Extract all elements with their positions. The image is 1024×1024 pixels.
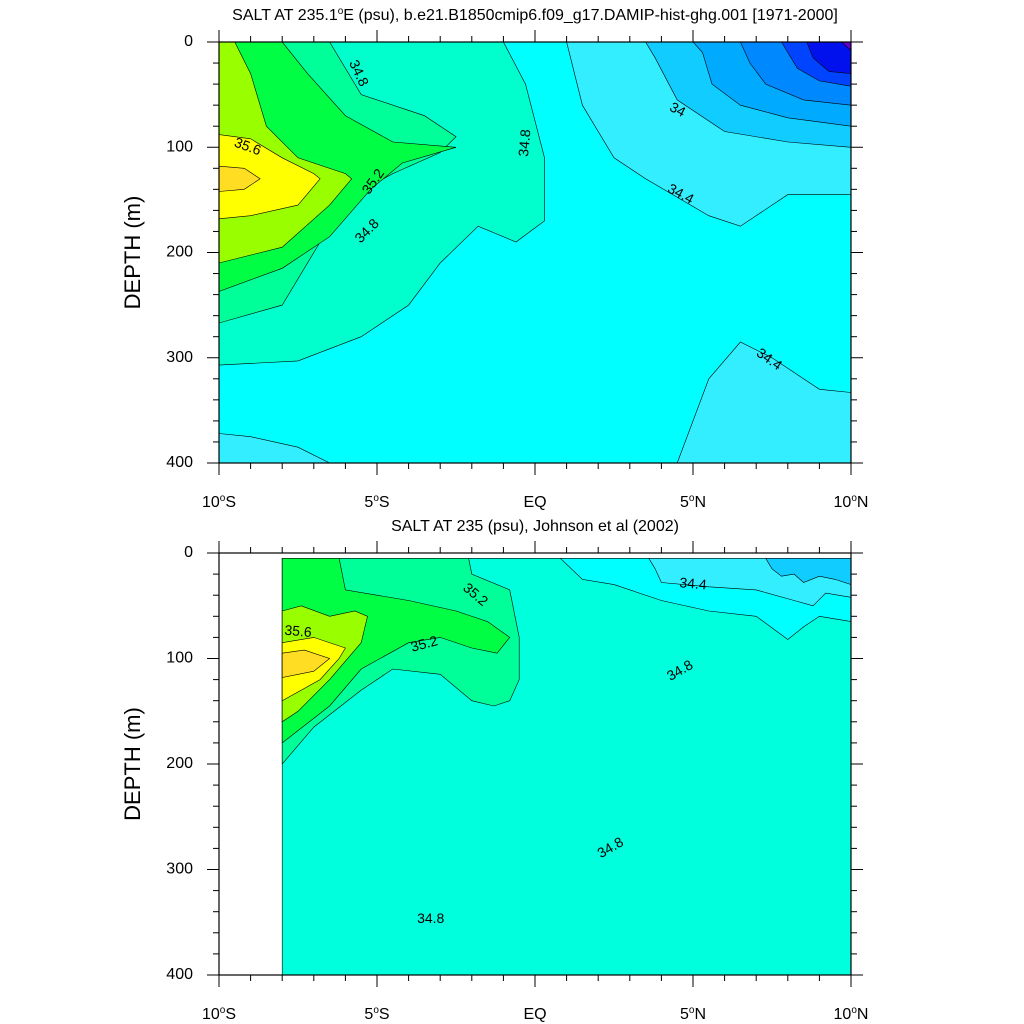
y-tick-label: 400 [166,454,193,471]
chart-title: SALT AT 235.1oE (psu), b.e21.B1850cmip6.… [232,6,838,24]
text-part: 5 [364,494,373,511]
contour-label: 34.8 [417,910,444,926]
x-tick-label: 10oN [834,1005,869,1023]
y-tick-label: 400 [166,966,193,983]
degree-superscript: o [689,493,695,504]
contour-label: 35.6 [284,622,313,640]
x-tick-label: EQ [523,494,546,511]
y-tick-label: 200 [166,755,193,772]
y-tick-label: 300 [166,861,193,878]
axis-ticks [207,541,863,987]
contour-region-33-4 [806,42,851,74]
contour-fills [219,42,851,463]
text-part: 10 [202,1006,220,1023]
text-part: 10 [202,494,220,511]
y-tick-label: 300 [166,349,193,366]
contour-label: 35.2 [409,632,440,655]
x-tick-label: 5oS [364,1005,389,1023]
degree-superscript: o [851,1005,857,1016]
y-axis-label: DEPTH (m) [120,196,145,310]
text-part: SALT AT 235 (psu), Johnson et al (2002) [391,518,679,535]
lower-panel: 35.2 34.435.635.234.834.834.8010020030040… [120,518,868,1023]
axis-ticks [207,30,863,475]
text-part: EQ [523,1006,546,1023]
contour-region-35-8 [219,165,261,192]
contour-region-35-2 [281,557,511,744]
contour-region-34-4 [219,433,330,463]
degree-superscript: o [689,1005,695,1016]
upper-panel: 34.835.635.234.834.83434.434.40100200300… [120,6,868,511]
text-part: 5 [680,1006,689,1023]
text-part: N [694,494,706,511]
text-part: N [694,1006,706,1023]
text-part: N [857,494,869,511]
y-tick-label: 200 [166,244,193,261]
x-tick-label: 5oS [364,493,389,511]
degree-superscript: o [220,493,226,504]
degree-superscript: o [338,6,344,17]
x-tick-label: 10oN [834,493,869,511]
text-part: E (psu), b.e21.B1850cmip6.f09_g17.DAMIP-… [343,7,838,24]
contour-region-33-2 [841,42,851,51]
contour-region-35-6 [219,134,321,220]
text-part: 10 [834,1006,852,1023]
text-part: S [379,494,390,511]
contour-region-35-8 [281,649,331,678]
y-tick-label: 0 [184,33,193,50]
x-tick-label: 10oS [202,1005,236,1023]
contour-region-34-2 [765,557,851,585]
y-tick-label: 0 [184,544,193,561]
text-part: S [225,1006,236,1023]
contour-region-34-4 [676,341,851,463]
y-tick-label: 100 [166,138,193,155]
contour-fills [281,557,851,975]
text-part: SALT AT 235.1 [232,7,338,24]
degree-superscript: o [851,493,857,504]
text-part: 10 [834,494,852,511]
text-part: 5 [680,494,689,511]
chart-title: SALT AT 235 (psu), Johnson et al (2002) [391,518,679,535]
x-tick-label: EQ [523,1006,546,1023]
degree-superscript: o [220,1005,226,1016]
text-part: EQ [523,494,546,511]
text-part: 5 [364,1006,373,1023]
x-tick-label: 5oN [680,493,706,511]
contour-label: 34.8 [515,128,533,157]
text-part: S [379,1006,390,1023]
text-part: S [225,494,236,511]
x-tick-label: 5oN [680,1005,706,1023]
contour-label: 34 [667,99,688,121]
degree-superscript: o [373,1005,379,1016]
contour-label: 34.4 [679,574,708,592]
y-axis-label: DEPTH (m) [120,707,145,821]
x-tick-label: 10oS [202,493,236,511]
y-tick-label: 100 [166,650,193,667]
text-part: N [857,1006,869,1023]
degree-superscript: o [373,493,379,504]
